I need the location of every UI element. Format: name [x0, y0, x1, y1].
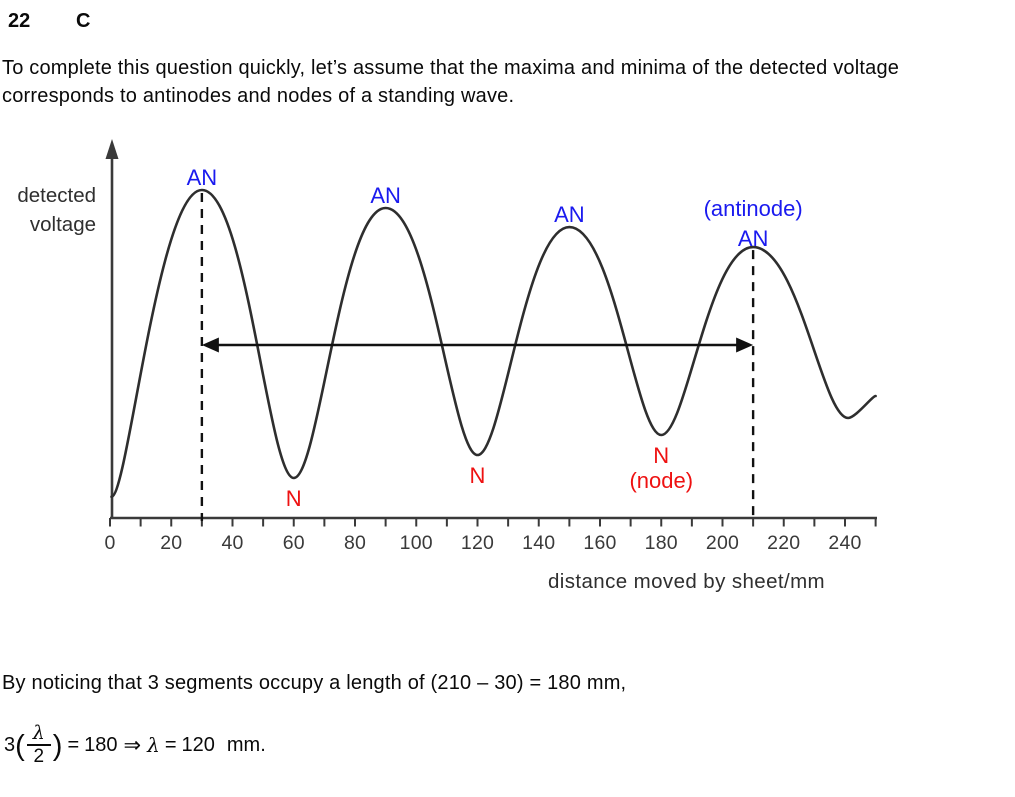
formula-lambda: λ — [147, 733, 160, 757]
formula-coefficient: 3 — [4, 733, 16, 756]
formula-close-paren: ) — [52, 729, 63, 762]
formula-fraction: λ 2 — [26, 722, 51, 767]
conclusion-text: By noticing that 3 segments occupy a len… — [2, 672, 627, 694]
formula-unit: mm. — [226, 733, 266, 756]
standing-wave-figure: detected voltage distance moved by sheet… — [0, 128, 1015, 610]
formula-rhs-180: 180 — [84, 733, 118, 756]
y-axis-arrowhead — [105, 139, 119, 159]
wavelength-formula: 3( λ 2 ) = 180 ⇒ λ = 120 mm. — [4, 711, 266, 779]
measurement-arrow-left-head — [201, 337, 219, 353]
formula-equals-2: = — [164, 733, 177, 756]
question-number: 22 — [8, 10, 31, 32]
formula-rhs-120: 120 — [181, 733, 215, 756]
formula-denominator: 2 — [33, 746, 45, 767]
formula-numerator-lambda: λ — [32, 722, 45, 744]
intro-text-line-1: To complete this question quickly, let’s… — [2, 57, 900, 79]
fraction-bar — [26, 744, 51, 746]
formula-equals-1: = — [67, 733, 80, 756]
measurement-arrow-right-head — [736, 337, 754, 353]
voltage-curve — [110, 188, 877, 498]
intro-text-line-2: corresponds to antinodes and nodes of a … — [2, 85, 515, 107]
formula-open-paren: ( — [15, 729, 25, 762]
answer-letter: C — [76, 10, 91, 32]
implies-arrow: ⇒ — [123, 733, 142, 757]
